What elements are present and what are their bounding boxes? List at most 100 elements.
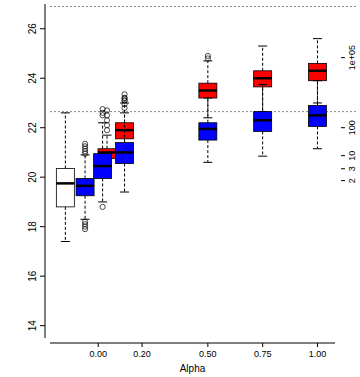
x-axis-label: Alpha	[180, 363, 206, 374]
whisker-high	[102, 123, 103, 154]
box	[199, 83, 217, 98]
whisker-low	[207, 140, 208, 162]
whisker-high	[207, 98, 208, 123]
y-axis	[45, 4, 46, 338]
whisker-cap	[81, 154, 90, 155]
y2-label: 3	[347, 166, 357, 171]
median	[116, 151, 134, 154]
x-tick-label: 0.50	[199, 349, 217, 359]
x-tick	[98, 343, 99, 347]
box	[116, 143, 134, 164]
box	[254, 71, 272, 87]
plot-area	[56, 39, 326, 242]
y-tick-label: 14	[27, 320, 38, 332]
whisker-cap	[313, 38, 322, 39]
whisker-cap	[98, 122, 107, 123]
outlier	[82, 141, 87, 146]
median	[56, 182, 74, 185]
whisker-cap	[203, 162, 212, 163]
box	[199, 123, 217, 140]
y-tick-label: 22	[27, 122, 38, 134]
whisker-cap	[203, 98, 212, 99]
median	[308, 70, 326, 73]
y2-label: 100	[347, 120, 357, 135]
box-group	[199, 98, 217, 162]
whisker-high	[107, 135, 108, 149]
whisker-cap	[103, 135, 112, 136]
chart: 141618202224261e+0510010320.000.200.500.…	[0, 0, 360, 377]
box-group	[116, 95, 134, 192]
reference-line	[50, 6, 357, 7]
outlier	[104, 118, 109, 123]
x-tick	[262, 343, 263, 347]
whisker-cap	[313, 80, 322, 81]
median	[254, 77, 272, 80]
x-tick	[317, 343, 318, 347]
y-tick	[40, 325, 45, 326]
y-tick	[40, 226, 45, 227]
y-tick	[40, 276, 45, 277]
median	[94, 165, 112, 168]
box-group	[308, 81, 326, 149]
outlier	[82, 227, 87, 232]
box-group	[199, 53, 217, 117]
whisker-cap	[258, 46, 267, 47]
box-group	[254, 84, 272, 156]
whisker-low	[102, 178, 103, 202]
y-tick	[40, 177, 45, 178]
x-tick-label: 1.00	[309, 349, 327, 359]
x-tick	[142, 343, 143, 347]
x-tick	[207, 343, 208, 347]
y-tick	[40, 78, 45, 79]
whisker-cap	[258, 84, 267, 85]
whisker-low	[317, 126, 318, 148]
whisker-cap	[61, 241, 70, 242]
box-group	[76, 141, 94, 232]
whisker-high	[262, 46, 263, 71]
box-group	[56, 113, 74, 242]
y2-label: 10	[347, 151, 357, 161]
y-tick-label: 20	[27, 171, 38, 183]
y-tick	[40, 127, 45, 128]
box	[308, 105, 326, 126]
whisker-cap	[120, 112, 129, 113]
box	[56, 169, 74, 207]
y2-tick	[341, 180, 345, 181]
y2-label: 1e+05	[347, 45, 357, 70]
median	[199, 89, 217, 92]
whisker-high	[262, 84, 263, 111]
box-group	[254, 46, 272, 112]
whisker-high	[124, 113, 125, 143]
x-tick-label: 0.00	[89, 349, 107, 359]
whisker-low	[262, 131, 263, 156]
whisker-cap	[61, 112, 70, 113]
whisker-cap	[98, 201, 107, 202]
whisker-high	[317, 39, 318, 64]
y2-tick	[341, 155, 345, 156]
outlier	[100, 107, 105, 112]
whisker-low	[65, 207, 66, 242]
box	[76, 178, 94, 195]
y-tick-label: 24	[27, 72, 38, 84]
median	[254, 119, 272, 122]
y-tick-label: 18	[27, 221, 38, 233]
whisker-high	[207, 61, 208, 83]
whisker-high	[85, 155, 86, 179]
y2-tick	[341, 127, 345, 128]
outlier	[205, 53, 210, 58]
y2-label: 2	[347, 178, 357, 183]
box-group	[94, 107, 112, 210]
x-tick-label: 0.75	[254, 349, 272, 359]
whisker-cap	[313, 148, 322, 149]
median	[76, 185, 94, 188]
whisker-high	[65, 113, 66, 169]
outlier	[104, 128, 109, 133]
outlier	[100, 204, 105, 209]
whisker-high	[317, 81, 318, 106]
x-tick-label: 0.20	[133, 349, 151, 359]
outlier	[122, 95, 127, 100]
whisker-cap	[120, 192, 129, 193]
whisker-cap	[258, 156, 267, 157]
y-tick	[40, 28, 45, 29]
outlier	[104, 123, 109, 128]
